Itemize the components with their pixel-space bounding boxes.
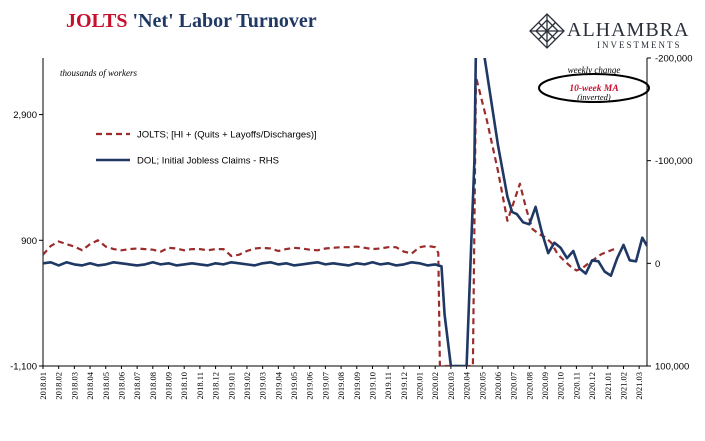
left-axis-note: thousands of workers [60, 68, 138, 78]
x-tick-label: 2018.07 [132, 372, 142, 400]
logo-name: ALHAMBRA [567, 19, 690, 41]
x-tick-label: 2019.04 [273, 371, 283, 399]
x-tick-label: 2019.10 [367, 372, 377, 400]
x-tick-label: 2018.11 [195, 372, 205, 399]
chart-title-rest: 'Net' Labor Turnover [132, 10, 317, 32]
right-tick-label: 100,000 [655, 362, 689, 373]
x-tick-label: 2020.05 [477, 372, 487, 400]
right-tick-label: -100,000 [655, 156, 693, 167]
left-tick-label: -1,100 [10, 362, 37, 373]
x-tick-label: 2019.06 [305, 372, 315, 400]
series-line-dol [43, 58, 647, 366]
x-tick-label: 2020.04 [462, 371, 472, 399]
x-tick-label: 2021.03 [634, 372, 644, 400]
chart-title-jolts: JOLTS [66, 10, 128, 32]
legend-entry: JOLTS; [HI + (Quits + Layoffs/Discharges… [137, 130, 317, 141]
x-tick-label: 2019.02 [242, 372, 252, 400]
x-tick-label: 2018.04 [85, 371, 95, 399]
logo-subtitle: INVESTMENTS [597, 40, 682, 50]
x-tick-label: 2019.11 [383, 372, 393, 399]
x-tick-label: 2020.09 [540, 372, 550, 400]
x-tick-label: 2020.10 [556, 372, 566, 400]
x-tick-label: 2020.03 [446, 372, 456, 400]
diamond-lattice-icon [529, 13, 565, 49]
left-tick-label: 2,900 [13, 110, 37, 121]
right-axis-note-line2: 10-week MA [569, 84, 618, 94]
x-tick-label: 2018.05 [101, 372, 111, 400]
x-tick-label: 2018.02 [54, 372, 64, 400]
x-tick-label: 2020.07 [509, 372, 519, 400]
x-tick-label: 2019.12 [399, 372, 409, 400]
x-tick-label: 2020.02 [430, 372, 440, 400]
x-tick-label: 2019.08 [336, 372, 346, 400]
x-tick-label: 2020.11 [571, 372, 581, 399]
x-tick-label: 2021.02 [618, 372, 628, 400]
x-tick-label: 2018.12 [211, 372, 221, 400]
logo-text: ALHAMBRA INVESTMENTS [567, 20, 689, 50]
x-tick-label: 2018.08 [148, 372, 158, 400]
right-axis-note-line3: (inverted) [577, 92, 611, 102]
x-tick-label: 2018.06 [116, 372, 126, 400]
x-tick-label: 2019.09 [352, 372, 362, 400]
chart-title: JOLTS 'Net' Labor Turnover [66, 10, 317, 33]
x-tick-label: 2019.05 [289, 372, 299, 400]
x-tick-label: 2019.01 [226, 372, 236, 400]
x-tick-label: 2018.01 [38, 372, 48, 400]
x-tick-label: 2020.06 [493, 372, 503, 400]
x-tick-label: 2018.09 [164, 372, 174, 400]
right-tick-label: -200,000 [655, 54, 693, 65]
x-tick-label: 2020.01 [415, 372, 425, 400]
x-tick-label: 2019.03 [258, 372, 268, 400]
x-tick-label: 2021.01 [603, 372, 613, 400]
series-line-jolts [43, 75, 615, 366]
x-tick-label: 2020.12 [587, 372, 597, 400]
left-tick-label: 900 [21, 236, 37, 247]
x-tick-label: 2019.07 [320, 372, 330, 400]
x-tick-label: 2018.03 [69, 372, 79, 400]
legend-entry: DOL; Initial Jobless Claims - RHS [137, 156, 279, 167]
right-tick-label: 0 [655, 259, 660, 270]
annotation-ellipse [538, 73, 650, 103]
right-axis-note-line1: weekly change [568, 65, 621, 75]
x-tick-label: 2018.10 [179, 372, 189, 400]
x-tick-label: 2020.08 [524, 372, 534, 400]
